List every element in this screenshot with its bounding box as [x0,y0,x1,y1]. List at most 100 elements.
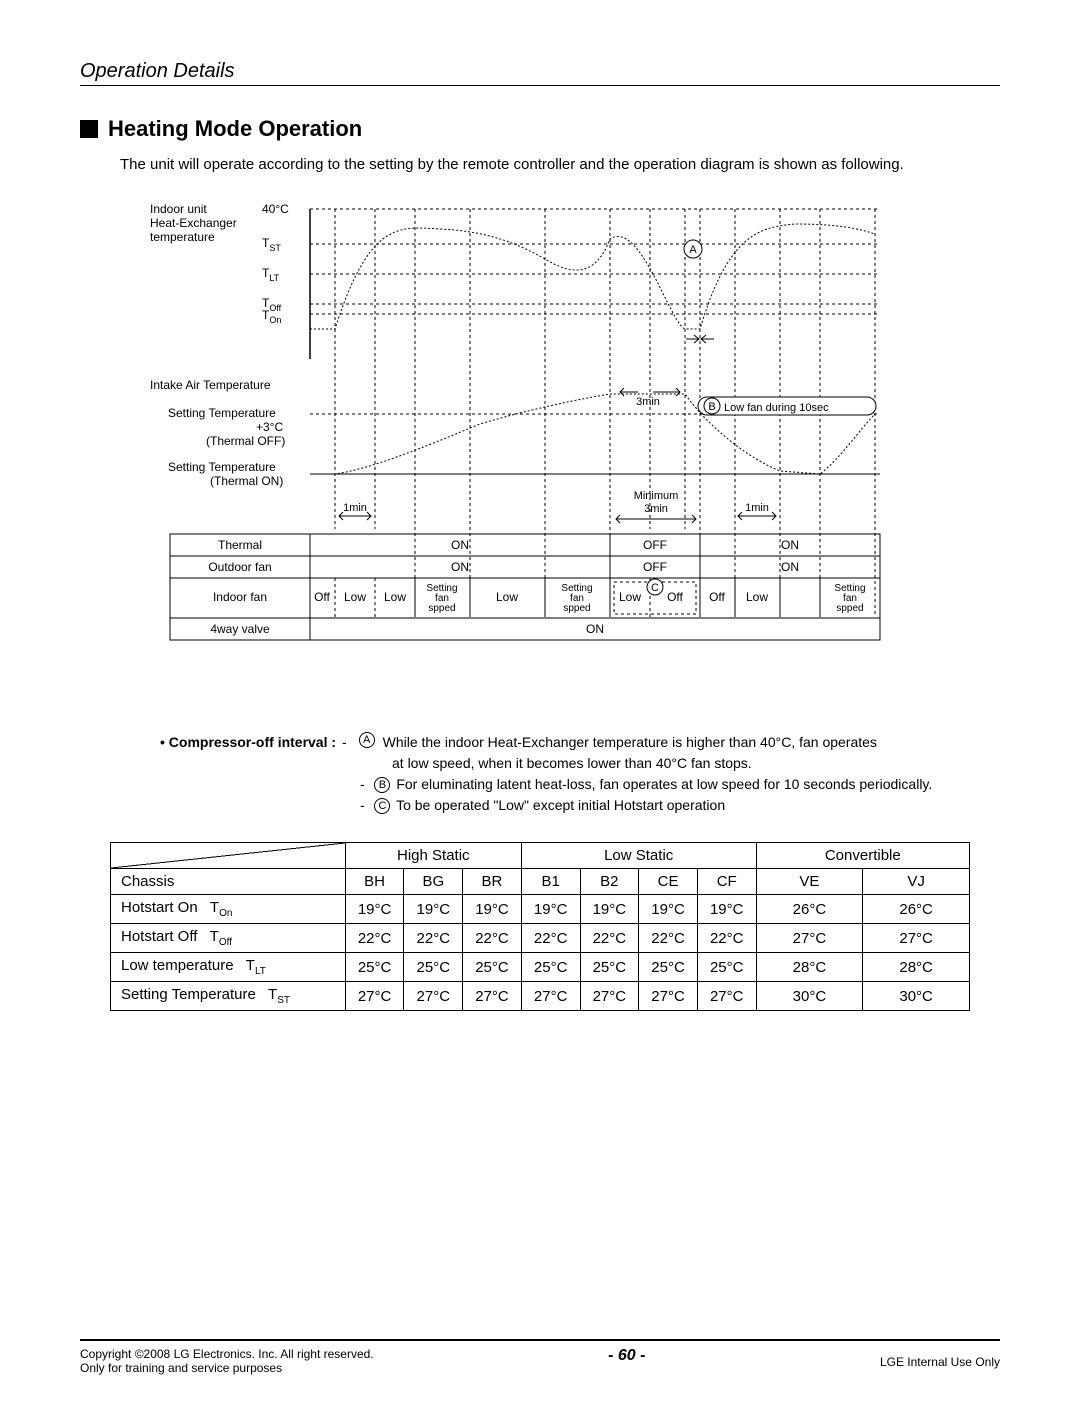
svg-text:Off: Off [314,590,330,604]
svg-text:OFF: OFF [643,538,667,552]
cell: 28°C [756,953,863,982]
cell: 27°C [463,982,522,1011]
svg-text:spped: spped [428,603,455,614]
cell: 19°C [697,895,756,924]
cell: 19°C [639,895,698,924]
svg-text:+3°C: +3°C [256,420,283,434]
col-header: BG [404,869,463,895]
cell: 25°C [463,953,522,982]
cell: 25°C [345,953,404,982]
row-label: Hotstart On TOn [111,895,346,924]
svg-text:3min: 3min [636,396,660,408]
table-row: Hotstart On TOn19°C19°C19°C19°C19°C19°C1… [111,895,970,924]
note-b: For eluminating latent heat-loss, fan op… [396,776,932,792]
table-row: Hotstart Off TOff22°C22°C22°C22°C22°C22°… [111,924,970,953]
page-number: - 60 - [608,1347,645,1365]
note-c-icon: C [374,798,390,814]
cell: 25°C [697,953,756,982]
note-c: To be operated "Low" except initial Hots… [396,797,725,813]
svg-text:Low: Low [619,590,641,604]
table-row: Setting Temperature TST27°C27°C27°C27°C2… [111,982,970,1011]
cell: 25°C [521,953,580,982]
table-row: Low temperature TLT25°C25°C25°C25°C25°C2… [111,953,970,982]
diag-header [111,843,346,869]
svg-text:Minimum: Minimum [634,490,679,502]
diagram-svg: A 3min 1min [140,199,920,709]
dash: - [360,776,369,792]
svg-text:Low: Low [384,590,406,604]
svg-text:1min: 1min [745,502,769,514]
footer-left: Copyright ©2008 LG Electronics. Inc. All… [80,1347,374,1375]
col-header: B2 [580,869,639,895]
svg-text:Off: Off [667,590,683,604]
page-title: Heating Mode Operation [108,116,362,142]
cell: 27°C [404,982,463,1011]
svg-text:ON: ON [781,560,799,574]
notes-lead: • Compressor-off interval : [160,732,336,753]
note-a-line2: at low speed, when it becomes lower than… [392,753,1000,774]
svg-text:1min: 1min [343,502,367,514]
row-label: Hotstart Off TOff [111,924,346,953]
cell: 22°C [404,924,463,953]
svg-text:40°C: 40°C [262,202,289,216]
svg-text:B: B [708,401,715,413]
title-row: Heating Mode Operation [80,116,1000,142]
svg-text:Setting Temperature: Setting Temperature [168,460,276,474]
cell: 27°C [580,982,639,1011]
svg-text:spped: spped [836,603,863,614]
cell: 28°C [863,953,970,982]
cell: 26°C [863,895,970,924]
col-header: VE [756,869,863,895]
cell: 19°C [404,895,463,924]
table-row: ChassisBHBGBRB1B2CECFVEVJ [111,869,970,895]
cell: 27°C [863,924,970,953]
cell: 30°C [756,982,863,1011]
svg-text:Thermal: Thermal [218,538,262,552]
cell: 25°C [580,953,639,982]
svg-text:ON: ON [451,538,469,552]
svg-text:Low: Low [344,590,366,604]
cell: 27°C [345,982,404,1011]
dash: - [360,797,369,813]
cell: 19°C [521,895,580,924]
svg-text:Indoor unit: Indoor unit [150,202,207,216]
note-b-icon: B [374,777,390,793]
row-label: Setting Temperature TST [111,982,346,1011]
group-low: Low Static [521,843,756,869]
footer-copyright: Copyright ©2008 LG Electronics. Inc. All… [80,1347,374,1361]
compressor-notes: • Compressor-off interval : - A While th… [160,732,1000,816]
svg-text:OFF: OFF [643,560,667,574]
cell: 22°C [580,924,639,953]
col-header: CF [697,869,756,895]
section-header: Operation Details [80,60,1000,86]
footer-purpose: Only for training and service purposes [80,1361,374,1375]
note-a-line1: While the indoor Heat-Exchanger temperat… [383,732,877,753]
cell: 27°C [697,982,756,1011]
svg-text:ON: ON [586,622,604,636]
cell: 27°C [639,982,698,1011]
col-header: B1 [521,869,580,895]
note-a-icon: A [359,732,375,748]
cell: 22°C [521,924,580,953]
svg-text:4way valve: 4way valve [210,622,270,636]
heating-diagram: A 3min 1min [140,199,1000,714]
chassis-label: Chassis [111,869,346,895]
cell: 22°C [639,924,698,953]
col-header: BR [463,869,522,895]
col-header: CE [639,869,698,895]
cell: 19°C [345,895,404,924]
svg-text:Outdoor fan: Outdoor fan [208,560,271,574]
title-bullet [80,120,98,138]
svg-text:(Thermal ON): (Thermal ON) [210,474,283,488]
svg-text:A: A [689,244,697,256]
cell: 19°C [580,895,639,924]
svg-text:C: C [651,582,659,594]
group-high: High Static [345,843,521,869]
page-footer: Copyright ©2008 LG Electronics. Inc. All… [80,1339,1000,1375]
cell: 25°C [404,953,463,982]
dash: - [342,732,351,753]
svg-text:(Thermal OFF): (Thermal OFF) [206,434,285,448]
cell: 25°C [639,953,698,982]
cell: 30°C [863,982,970,1011]
svg-text:spped: spped [563,603,590,614]
